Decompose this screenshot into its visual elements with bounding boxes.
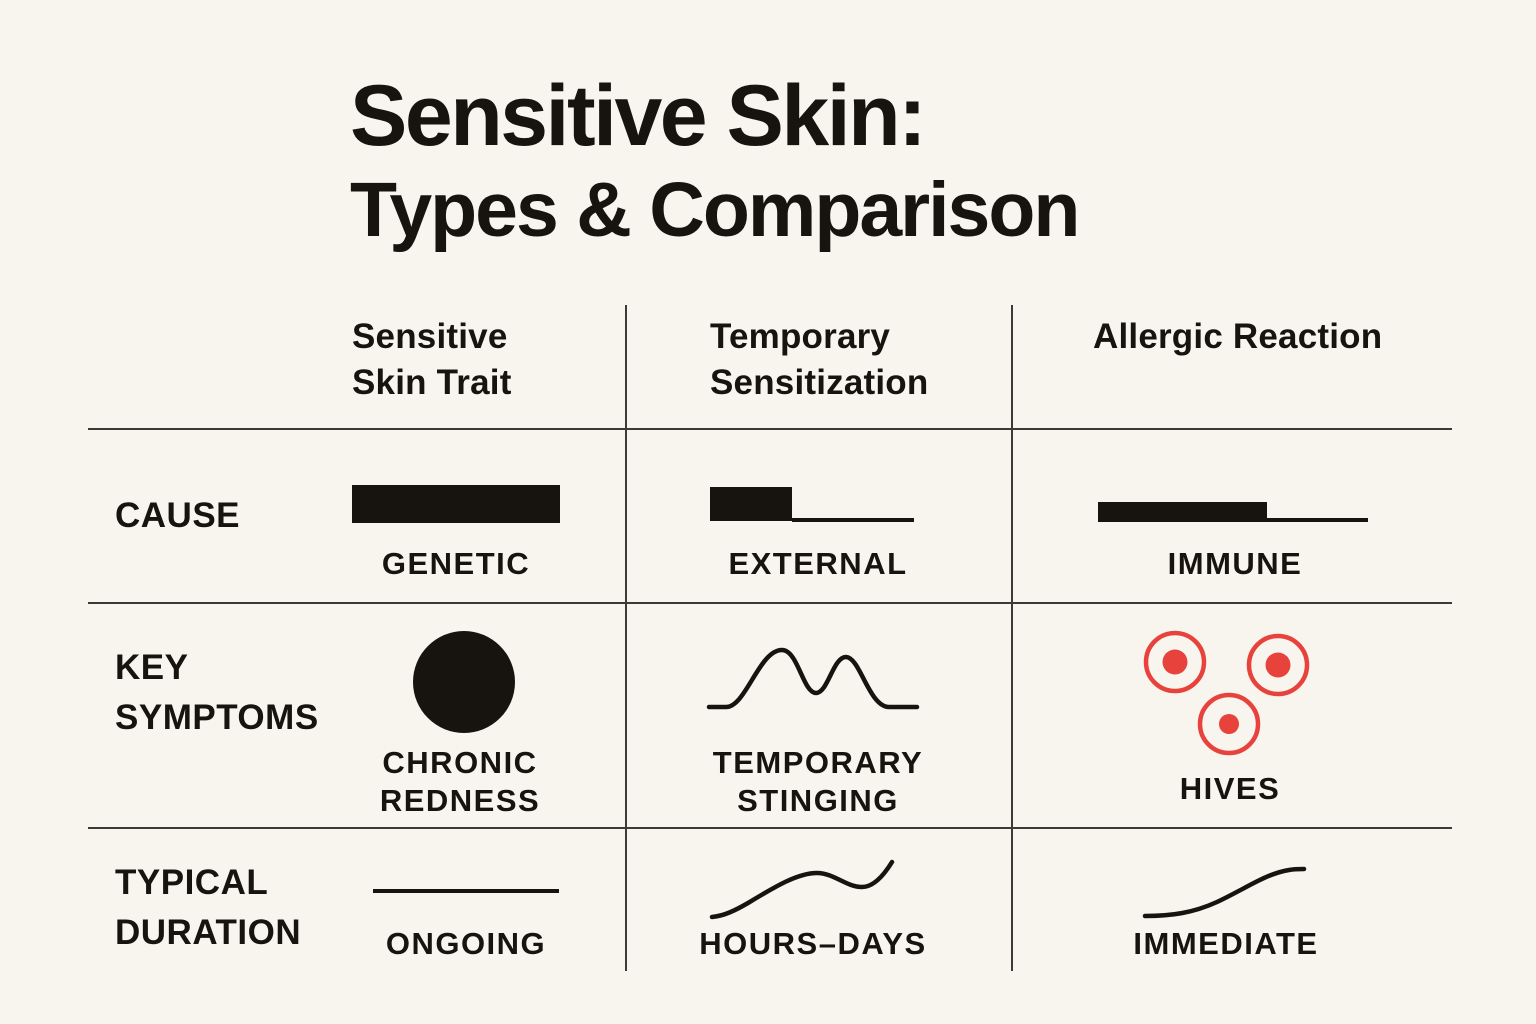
column-header-line: Sensitive <box>352 317 508 356</box>
row-label-line: KEY <box>115 648 189 687</box>
cell-label-line: HIVES <box>1179 771 1281 806</box>
row-label-cause: CAUSE <box>115 491 240 541</box>
cell-label-temporary-stinging: TEMPORARY STINGING <box>678 744 958 820</box>
column-header-line: Skin Trait <box>352 363 512 402</box>
cell-label-hives: HIVES <box>1090 770 1370 808</box>
cell-label-immediate: IMMEDIATE <box>1086 925 1366 963</box>
cell-label-line: CHRONIC <box>382 745 538 780</box>
header-underline-rule <box>88 428 1452 430</box>
title-line-1: Sensitive Skin: <box>350 68 927 164</box>
cell-label-line: IMMUNE <box>1167 546 1303 581</box>
cell-label-line: STINGING <box>737 783 899 818</box>
cell-label-line: IMMEDIATE <box>1133 926 1319 961</box>
row-label-line: CAUSE <box>115 496 241 535</box>
column-header-line: Temporary <box>710 317 891 356</box>
row-label-typical-duration: TYPICAL DURATION <box>115 858 301 958</box>
cell-label-external: EXTERNAL <box>678 545 958 583</box>
row-label-line: DURATION <box>115 913 302 952</box>
cell-label-line: HOURS–DAYS <box>699 926 927 961</box>
three-red-cells-icon <box>1143 630 1310 756</box>
title-line-2: Types & Comparison <box>350 167 1080 253</box>
cell-label-hours-days: HOURS–DAYS <box>673 925 953 963</box>
row-divider-rule-1 <box>88 602 1452 604</box>
short-bar-tail-line <box>792 518 914 522</box>
s-curve-rising-line-icon <box>1142 866 1307 919</box>
cell-label-ongoing: ONGOING <box>326 925 606 963</box>
cell-label-genetic: GENETIC <box>316 545 596 583</box>
cell-label-line: GENETIC <box>381 546 531 581</box>
row-divider-rule-2 <box>88 827 1452 829</box>
column-header-temporary-sensitization: Temporary Sensitization <box>710 314 928 406</box>
row-label-line: SYMPTOMS <box>115 698 319 737</box>
row-label-line: TYPICAL <box>115 863 269 902</box>
cell-label-line: ONGOING <box>385 926 547 961</box>
column-header-line: Allergic Reaction <box>1093 317 1383 356</box>
column-divider-1 <box>625 305 627 971</box>
column-header-sensitive-skin-trait: Sensitive Skin Trait <box>352 314 512 406</box>
long-thin-bar-then-flat-line-icon <box>1098 502 1267 522</box>
column-header-allergic-reaction: Allergic Reaction <box>1093 314 1382 360</box>
cell-label-line: EXTERNAL <box>728 546 908 581</box>
long-thin-bar-tail-line <box>1267 518 1368 522</box>
cell-label-immune: IMMUNE <box>1095 545 1375 583</box>
large-filled-dot-icon <box>413 631 515 733</box>
cell-label-chronic-redness: CHRONIC REDNESS <box>320 744 600 820</box>
flat-line-icon <box>373 889 559 893</box>
short-bar-then-flat-line-icon <box>710 487 792 521</box>
column-header-line: Sensitization <box>710 363 929 402</box>
page-title: Sensitive Skin: Types & Comparison <box>350 66 1080 254</box>
double-bump-wave-icon <box>706 647 920 710</box>
column-divider-2 <box>1011 305 1013 971</box>
row-label-key-symptoms: KEY SYMPTOMS <box>115 643 319 743</box>
rising-wavy-line-icon <box>709 859 895 920</box>
cell-label-line: TEMPORARY <box>712 745 924 780</box>
full-solid-bar-icon <box>352 485 560 523</box>
cell-label-line: REDNESS <box>379 783 541 818</box>
